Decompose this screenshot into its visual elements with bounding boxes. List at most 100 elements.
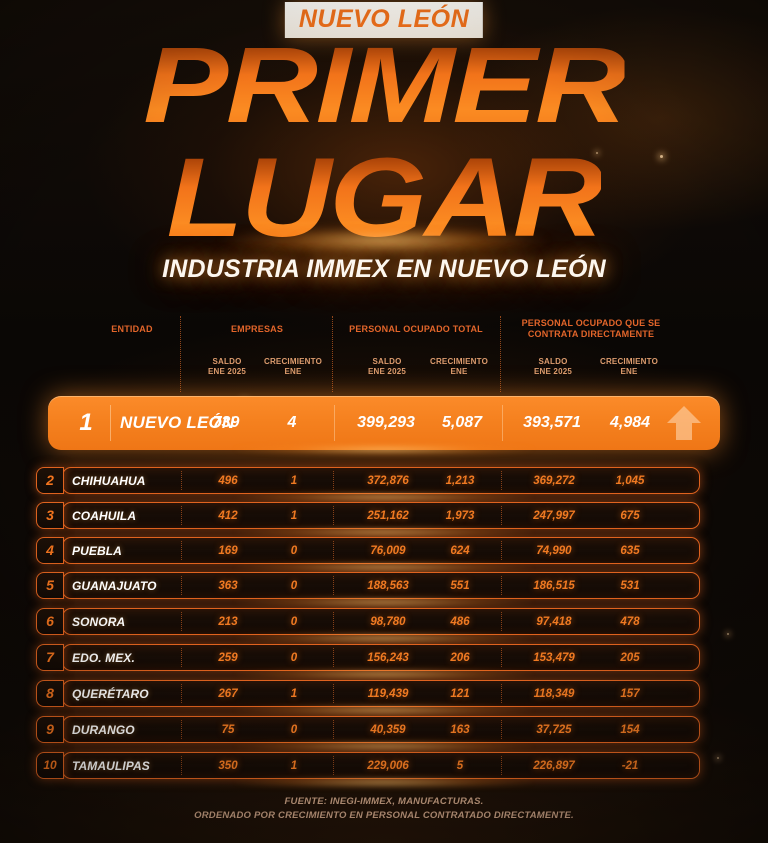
cell-pod-saldo: 247,997	[533, 509, 575, 522]
cell-empresas-crecimiento: 1	[290, 687, 298, 700]
cell-empresas-saldo: 75	[221, 723, 235, 736]
subheader-line2: ENE 2025	[367, 366, 407, 376]
cell-empresas-crecimiento: 0	[290, 544, 298, 557]
rank-badge: 4	[36, 536, 64, 564]
rank-badge: 5	[36, 571, 64, 599]
table-row[interactable]: 8 QUERÉTARO 267 1 119,439 121 118,349 15…	[36, 679, 700, 707]
row-column-divider	[501, 612, 502, 631]
row-column-divider	[501, 684, 502, 703]
subheader-line1: SALDO	[212, 357, 242, 366]
cell-empresas-crecimiento: 1	[290, 759, 298, 772]
row-glow	[234, 777, 534, 788]
subtitle: INDUSTRIA IMMEX EN NUEVO LEÓN	[162, 255, 606, 283]
row-divider	[502, 405, 503, 441]
cell-empresas-crecimiento: 1	[290, 509, 298, 522]
cell-pod-saldo: 226,897	[533, 759, 575, 772]
row-column-divider	[501, 648, 502, 667]
headline-glow	[219, 226, 549, 256]
table-row[interactable]: 7 EDO. MEX. 259 0 156,243 206 153,479 20…	[36, 643, 700, 671]
subheader-line2: ENE	[450, 366, 468, 376]
cell-pod-crecimiento: 157	[620, 687, 640, 700]
row-column-divider	[181, 612, 182, 631]
cell-pot-crecimiento: 1,973	[445, 509, 475, 522]
subheader-line2: ENE	[284, 366, 302, 376]
column-divider	[180, 316, 181, 392]
cell-pod-crecimiento: 531	[620, 579, 640, 592]
cell-pod-crecimiento: 1,045	[615, 474, 645, 487]
subheader-pot-saldo: SALDO ENE 2025	[356, 357, 418, 376]
cell-pot-saldo: 251,162	[367, 509, 409, 522]
row-glow	[234, 444, 534, 455]
cell-pod-crecimiento: 675	[620, 509, 640, 522]
footer-note: ORDENADO POR CRECIMIENTO EN PERSONAL CON…	[194, 810, 574, 821]
footer-source: FUENTE: INEGI-IMMEX, MANUFACTURAS.	[284, 796, 484, 807]
row-column-divider	[501, 541, 502, 560]
cell-entidad: GUANAJUATO	[72, 578, 157, 593]
cell-entidad: DURANGO	[72, 722, 135, 737]
cell-pod-saldo: 118,349	[533, 687, 575, 700]
row-column-divider	[181, 720, 182, 739]
subheader-line2: ENE	[620, 366, 638, 376]
row-glow	[234, 741, 534, 752]
footer-notes: FUENTE: INEGI-IMMEX, MANUFACTURAS. ORDEN…	[0, 795, 768, 823]
cell-pod-saldo: 153,479	[533, 651, 575, 664]
cell-pot-crecimiento: 5,087	[441, 414, 483, 431]
cell-pot-crecimiento: 1,213	[445, 474, 475, 487]
cell-empresas-saldo: 363	[218, 579, 238, 592]
cell-pod-crecimiento: 478	[620, 615, 640, 628]
cell-pot-saldo: 372,876	[367, 474, 409, 487]
rank-badge: 3	[36, 501, 64, 529]
cell-empresas-saldo: 259	[218, 651, 238, 664]
subheader-line1: SALDO	[538, 357, 568, 366]
cell-entidad: PUEBLA	[72, 543, 122, 558]
cell-empresas-crecimiento: 0	[290, 579, 298, 592]
table-row[interactable]: 6 SONORA 213 0 98,780 486 97,418 478	[36, 607, 700, 635]
cell-entidad: SONORA	[72, 614, 126, 629]
table-row-first-place[interactable]: 1 NUEVO LEÓN 739 4 399,293 5,087 393,571…	[48, 396, 720, 450]
row-column-divider	[333, 684, 334, 703]
row-column-divider	[181, 471, 182, 490]
subheader-line1: CRECIMIENTO	[263, 357, 323, 366]
cell-pod-crecimiento: 205	[620, 651, 640, 664]
row-column-divider	[333, 541, 334, 560]
row-column-divider	[181, 576, 182, 595]
header-group-entidad: ENTIDAD	[111, 324, 153, 334]
header-group-personal-directo: PERSONAL OCUPADO QUE SE CONTRATA DIRECTA…	[521, 318, 661, 339]
row-column-divider	[181, 506, 182, 525]
cell-empresas-saldo: 739	[212, 414, 240, 431]
subheader-pod-crecimiento: CRECIMIENTO ENE	[594, 357, 664, 376]
row-column-divider	[501, 720, 502, 739]
row-column-divider	[501, 576, 502, 595]
header-group-empresas: EMPRESAS	[230, 324, 284, 334]
rank-badge: 7	[36, 643, 64, 671]
cell-pod-crecimiento: -21	[621, 759, 639, 772]
column-divider	[500, 316, 501, 392]
cell-pot-saldo: 76,009	[370, 544, 406, 557]
table-row[interactable]: 9 DURANGO 75 0 40,359 163 37,725 154	[36, 715, 700, 743]
cell-entidad: CHIHUAHUA	[72, 473, 146, 488]
cell-pod-saldo: 393,571	[523, 414, 581, 431]
headline-primer: PRIMER	[143, 24, 627, 145]
cell-pod-saldo: 37,725	[536, 723, 572, 736]
rank-number: 1	[79, 409, 93, 436]
cell-empresas-saldo: 496	[218, 474, 238, 487]
cell-empresas-saldo: 169	[218, 544, 238, 557]
table-row[interactable]: 2 CHIHUAHUA 496 1 372,876 1,213 369,272 …	[36, 466, 700, 494]
subheader-line2: ENE 2025	[533, 366, 573, 376]
cell-pot-crecimiento: 121	[450, 687, 470, 700]
cell-empresas-crecimiento: 0	[290, 615, 298, 628]
table-row[interactable]: 10 TAMAULIPAS 350 1 229,006 5 226,897 -2…	[36, 751, 700, 779]
cell-pot-saldo: 156,243	[367, 651, 409, 664]
row-column-divider	[181, 756, 182, 775]
header-group-personal-total: PERSONAL OCUPADO TOTAL	[349, 324, 483, 334]
row-column-divider	[333, 576, 334, 595]
table-row[interactable]: 5 GUANAJUATO 363 0 188,563 551 186,515 5…	[36, 571, 700, 599]
cell-pod-saldo: 186,515	[533, 579, 575, 592]
cell-pot-crecimiento: 624	[450, 544, 470, 557]
table-row[interactable]: 4 PUEBLA 169 0 76,009 624 74,990 635	[36, 536, 700, 564]
table-row[interactable]: 3 COAHUILA 412 1 251,162 1,973 247,997 6…	[36, 501, 700, 529]
cell-pot-saldo: 229,006	[367, 759, 409, 772]
cell-pot-saldo: 188,563	[367, 579, 409, 592]
cell-pod-crecimiento: 4,984	[609, 414, 651, 431]
